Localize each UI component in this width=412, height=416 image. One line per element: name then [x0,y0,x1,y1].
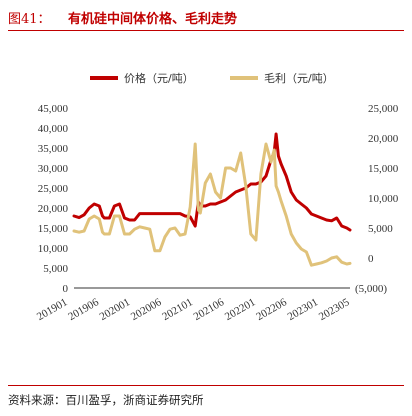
y-left-tick-label: 15,000 [38,223,69,235]
y-left-tick-label: 0 [63,283,69,295]
figure-number: 图41： [8,12,51,27]
x-tick-label: 202301 [286,296,321,323]
source-note: 资料来源：百川盈孚，浙商证券研究所 [8,393,204,407]
x-tick-label: 202001 [98,296,133,323]
x-tick-label: 202305 [317,296,352,323]
y-left-tick-label: 20,000 [38,203,69,215]
y-left-tick-label: 5,000 [43,263,68,275]
x-tick-label: 202006 [129,296,164,323]
y-right-tick-label: 5,000 [368,223,393,235]
legend-label-1: 价格（元/吨） [124,71,194,85]
series-line-1 [72,132,352,232]
figure-header: 图41： 有机硅中间体价格、毛利走势 [8,6,404,31]
y-left-tick-label: 10,000 [38,243,69,255]
figure-footer: 资料来源：百川盈孚，浙商证券研究所 [8,385,404,407]
x-tick-label: 201906 [66,296,101,323]
legend-label-2: 毛利（元/吨） [264,72,334,85]
series-line-2 [72,142,352,267]
y-right-tick-label: 15,000 [368,163,399,175]
y-right-tick-label: 10,000 [368,193,399,205]
x-tick-label: 201901 [35,296,70,323]
x-tick-label: 202201 [223,296,258,323]
y-right-tick-label: (5,000) [355,283,387,295]
figure-title: 有机硅中间体价格、毛利走势 [68,12,238,27]
y-left-tick-label: 45,000 [38,103,69,115]
y-left-tick-label: 30,000 [38,163,69,175]
y-right-tick-label: 25,000 [368,103,399,115]
y-right-tick-label: 20,000 [368,133,399,145]
x-tick-label: 202106 [192,296,227,323]
x-tick-label: 202206 [254,296,289,323]
x-tick-label: 202101 [160,296,195,323]
y-left-tick-label: 40,000 [38,123,69,135]
y-left-tick-label: 25,000 [38,183,69,195]
y-left-tick-label: 35,000 [38,143,69,155]
chart: 0 5,000 10,000 15,000 20,000 25,000 30,000 35,0… [35,71,399,323]
y-right-tick-label: 0 [368,253,374,265]
